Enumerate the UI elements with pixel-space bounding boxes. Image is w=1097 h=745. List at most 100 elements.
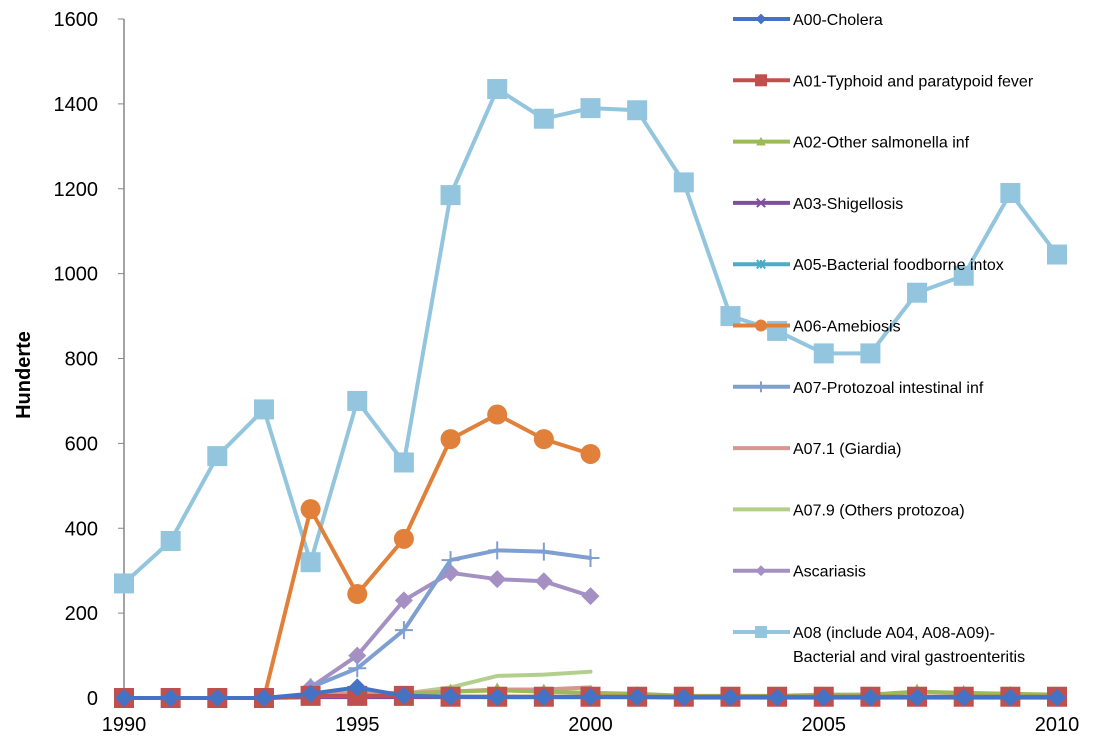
y-tick-label: 200 [65,603,98,625]
legend-item: A07-Protozoal intestinal inf [733,380,984,397]
legend-item: A07.9 (Others protozoa) [733,502,965,519]
data-point [348,659,367,678]
data-point [300,499,321,520]
data-point [627,100,648,121]
legend-item: A01-Typhoid and paratypoid fever [733,73,1034,90]
x-tick-label: 2010 [1035,714,1080,736]
legend-label: A02-Other salmonella inf [793,135,970,152]
y-tick-label: 1000 [54,264,99,286]
data-point [534,688,553,707]
y-axis: 0 200 400 600 800 1000 1200 1400 1600 Hunderte [13,9,125,710]
x-tick-label: 1990 [102,714,147,736]
data-point [394,686,413,705]
data-point [394,591,413,610]
data-point [393,452,414,473]
data-point [393,528,414,549]
legend-label: A07-Protozoal intestinal inf [793,380,984,397]
data-point [254,689,273,707]
data-point [628,688,647,707]
data-point [207,446,228,467]
data-point [115,689,133,707]
legend-label: A08 (include A04, A08-A09)- [793,625,995,642]
data-point [348,678,367,697]
y-tick-label: 1400 [54,94,99,116]
data-point [441,687,460,706]
legend-label: A07.1 (Giardia) [793,441,902,458]
legend-label: A07.9 (Others protozoa) [793,502,965,519]
data-point [673,172,694,193]
data-point [1000,182,1021,203]
data-point [721,688,740,707]
data-point [768,688,787,707]
data-point [347,390,368,411]
data-point [580,98,601,119]
legend-marker [755,13,767,25]
legend-label: A05-Bacterial foodborne intox [793,257,1004,274]
data-point [907,282,928,303]
legend-marker [755,565,767,577]
data-point [1048,688,1066,707]
legend-item: A03-Shigellosis [733,196,903,213]
data-point [301,684,320,703]
y-tick-labels: 0 200 400 600 800 1000 1200 1400 1600 [54,9,124,710]
legend-item: Ascariasis [733,564,866,581]
data-point [348,646,367,665]
legend-item: A00-Cholera [733,12,883,29]
data-point [581,548,600,567]
data-point [487,79,508,100]
y-tick-label: 400 [65,518,98,540]
data-point [534,572,553,591]
data-point [1047,244,1067,265]
legend-item: A05-Bacterial foodborne intox [733,257,1004,274]
data-point [814,688,833,707]
data-point [813,343,834,364]
data-point [674,688,693,707]
data-point [861,688,880,707]
data-point [114,573,134,594]
legend-marker [756,197,766,208]
legend-marker [755,381,767,393]
data-point [533,429,554,450]
data-point [534,542,553,561]
y-tick-label: 800 [65,349,98,371]
legend-marker [756,259,766,270]
legend-marker [755,626,767,638]
data-point [488,570,507,589]
x-tick-label: 2005 [802,714,847,736]
legend-marker [756,136,766,146]
legend-label: Bacterial and viral gastroenteritis [793,649,1025,666]
legend-marker [755,319,767,332]
data-point [161,689,180,707]
legend: A00-Cholera A01-Typhoid and paratypoid fe… [733,12,1034,666]
data-point [394,621,413,640]
data-point [953,265,974,286]
legend-label: A03-Shigellosis [793,196,903,213]
data-point [860,343,881,364]
legend-label: A00-Cholera [793,12,883,29]
series-ascariasis [301,563,600,697]
legend-item: A07.1 (Giardia) [733,441,902,458]
data-point [300,552,321,573]
legend-label: A01-Typhoid and paratypoid fever [793,73,1034,90]
data-point [954,688,973,707]
data-point [253,399,274,420]
data-point [487,404,508,425]
data-point [581,688,600,707]
data-point [488,541,507,560]
data-point [533,108,554,129]
data-point [581,587,600,606]
data-point [580,443,601,464]
data-point [440,185,461,206]
legend-item: A08 (include A04, A08-A09)- Bacterial and… [733,625,1025,666]
data-point [441,551,460,570]
x-tick-label: 1995 [335,714,380,736]
legend-label: Ascariasis [793,564,866,581]
y-tick-label: 600 [65,433,98,455]
x-tick-label: 2000 [568,714,613,736]
y-tick-label: 1200 [54,179,99,201]
series-a08-include-a04-a08-a09-bacterial-and-viral-gastroenteritis [114,79,1067,594]
legend-item: A06-Amebiosis [733,319,901,336]
data-point [347,584,368,605]
legend-marker [755,74,767,87]
